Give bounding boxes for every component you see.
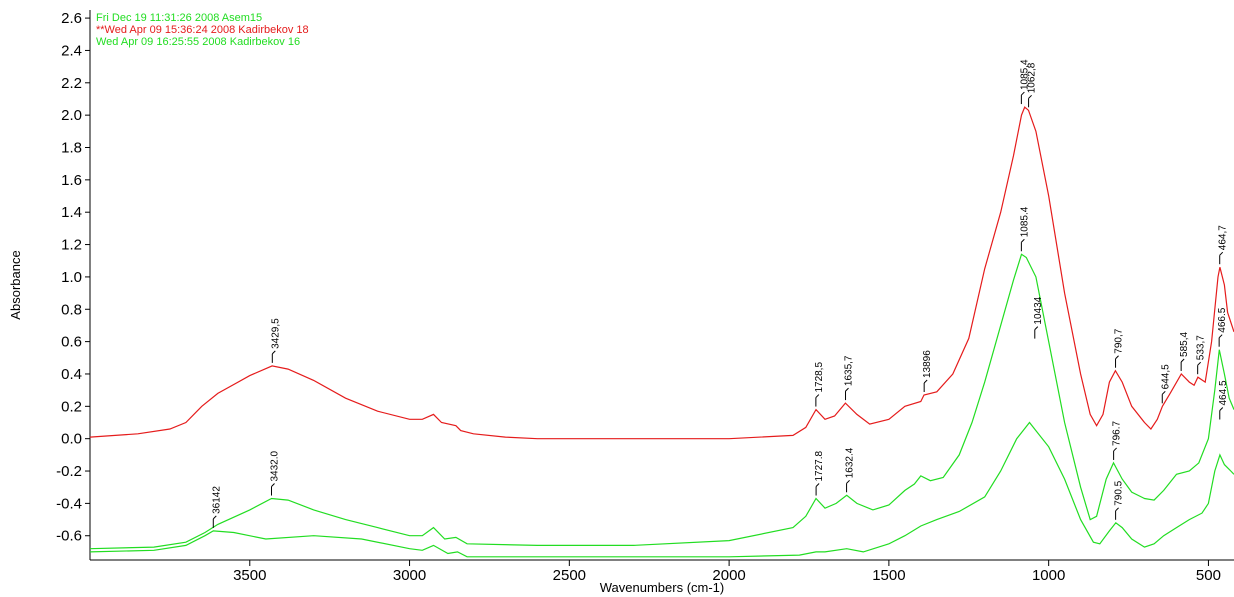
y-tick-label: -0.2 xyxy=(56,463,82,480)
peak-label: 3432.0 xyxy=(270,451,281,482)
y-tick-label: 2.6 xyxy=(61,10,82,27)
peak-marker-hook xyxy=(923,379,928,384)
peak-marker-hook xyxy=(1113,447,1117,452)
peak-label: 3429,5 xyxy=(270,318,281,349)
peak-label: 585,4 xyxy=(1179,332,1190,357)
peak-label: 1635,7 xyxy=(844,355,855,386)
x-axis: 3500 3000 2500 2000 1500 1000 500 xyxy=(233,560,1221,584)
series-line-3 xyxy=(89,253,1234,550)
peak-marker-hook xyxy=(1021,91,1025,96)
series-line-2 xyxy=(89,106,1234,440)
plot-frame xyxy=(89,10,1234,561)
y-axis: 2.6 2.4 2.2 2.0 1.8 1.6 1.4 1.2 1.0 0.8 0.6 0.4 0.2 0… xyxy=(56,10,90,545)
y-tick-label: 1.0 xyxy=(61,269,82,286)
peak-marker-hook xyxy=(1161,390,1166,395)
peak-label: 790,7 xyxy=(1114,328,1125,353)
peak-label: 1727.8 xyxy=(814,451,825,482)
y-axis-title: Absorbance xyxy=(8,250,23,319)
peak-marker-hook xyxy=(1115,507,1119,512)
peak-marker-hook xyxy=(271,350,276,355)
legend: Fri Dec 19 11:31:26 2008 Asem15**Wed Apr… xyxy=(96,12,309,48)
peak-marker-hook xyxy=(1115,355,1119,360)
x-tick-label: 1000 xyxy=(1032,567,1065,584)
peak-marker-hook xyxy=(271,483,275,487)
y-tick-label: 0.6 xyxy=(61,334,82,351)
peak-label: 796.7 xyxy=(1112,420,1123,445)
x-axis-title: Wavenumbers (cm-1) xyxy=(600,580,724,595)
legend-entry-2: **Wed Apr 09 15:36:24 2008 Kadirbekov 18 xyxy=(96,24,309,36)
peak-marker-hook xyxy=(815,394,820,398)
y-tick-label: 1.4 xyxy=(61,204,82,221)
y-tick-label: 0.8 xyxy=(61,301,82,318)
y-tick-label: -0.4 xyxy=(56,495,82,512)
y-tick-label: 0.2 xyxy=(61,398,82,415)
y-tick-label: 2.4 xyxy=(61,42,82,59)
peak-marker-hook xyxy=(1219,251,1224,256)
peak-label: 10434 xyxy=(1033,296,1044,324)
x-tick-label: 2000 xyxy=(712,567,745,584)
y-tick-label: 0.0 xyxy=(61,431,82,448)
peak-marker-hook xyxy=(846,479,850,484)
peak-label: 644,5 xyxy=(1160,364,1171,389)
peak-marker-hook xyxy=(1028,94,1032,99)
peak-label: 533,7 xyxy=(1196,335,1207,360)
peak-marker-hook xyxy=(1197,361,1202,366)
y-tick-label: 1.6 xyxy=(61,172,82,189)
y-tick-label: 2.0 xyxy=(61,107,82,124)
y-tick-label: 2.2 xyxy=(61,75,82,92)
y-tick-label: -0.6 xyxy=(56,528,82,545)
peak-label: 13896 xyxy=(922,350,933,378)
peak-marker-hook xyxy=(1218,334,1223,339)
series-line-1 xyxy=(89,421,1234,558)
peak-label: 1062,8 xyxy=(1027,62,1038,93)
peak-label: 464.5 xyxy=(1218,380,1229,405)
peak-marker-hook xyxy=(815,483,820,487)
peak-label: 1085,4 xyxy=(1019,59,1030,90)
y-tick-label: 0.4 xyxy=(61,366,82,383)
peak-label: 466.5 xyxy=(1217,307,1228,332)
peak-label: 1728,5 xyxy=(814,362,825,393)
x-tick-label: 3500 xyxy=(233,567,266,584)
x-tick-label: 1500 xyxy=(872,567,905,584)
y-tick-label: 1.8 xyxy=(61,140,82,157)
peak-marker-hook xyxy=(212,515,217,520)
peak-label: 1632.4 xyxy=(845,447,856,478)
peak-label: 790.5 xyxy=(1114,480,1125,505)
peak-label: 1085.4 xyxy=(1019,206,1030,237)
peak-marker-hook xyxy=(1180,358,1185,363)
x-tick-label: 500 xyxy=(1196,567,1221,584)
peak-marker-hook xyxy=(1034,326,1039,330)
legend-entry-3: Wed Apr 09 16:25:55 2008 Kadirbekov 16 xyxy=(96,36,300,48)
x-tick-label: 2500 xyxy=(553,567,586,584)
peak-marker-hook xyxy=(845,387,849,392)
peak-label: 464,7 xyxy=(1218,225,1229,250)
peak-marker-hook xyxy=(1219,407,1224,411)
series-layer xyxy=(89,106,1234,558)
y-tick-label: 1.2 xyxy=(61,237,82,254)
peak-marker-hook xyxy=(1021,238,1025,243)
legend-entry-1: Fri Dec 19 11:31:26 2008 Asem15 xyxy=(96,12,262,24)
peak-label: 36142 xyxy=(211,486,222,514)
x-tick-label: 3000 xyxy=(393,567,426,584)
